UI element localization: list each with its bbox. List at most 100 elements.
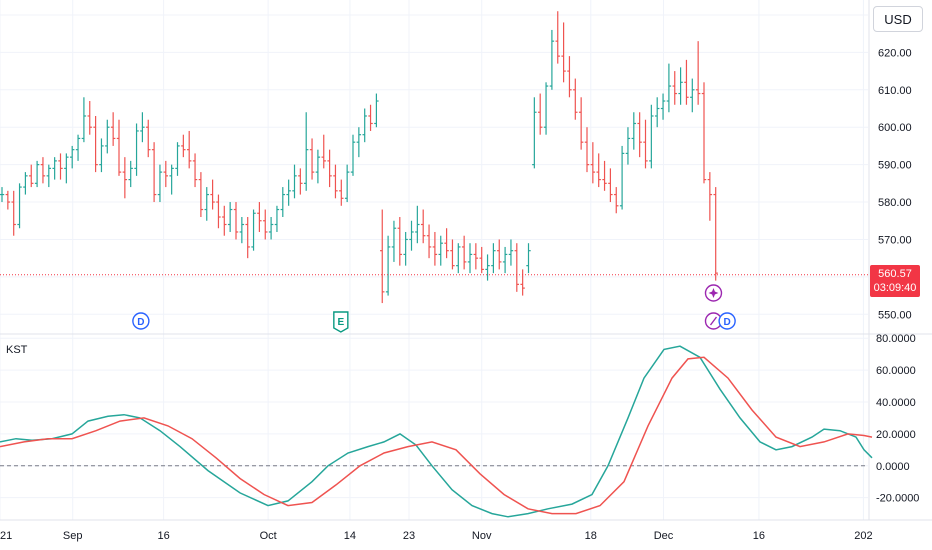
ohlc-bar xyxy=(573,78,578,120)
ohlc-bar xyxy=(263,209,268,240)
ohlc-bar xyxy=(678,67,683,105)
ohlc-bar xyxy=(309,138,315,180)
ohlc-bar xyxy=(333,164,338,199)
ohlc-bar xyxy=(426,224,432,259)
ohlc-bar xyxy=(526,243,531,274)
ohlc-bar xyxy=(81,97,87,143)
kst-tick-label: 0.0000 xyxy=(876,461,910,473)
ohlc-bar xyxy=(274,205,280,232)
news-marker xyxy=(704,284,723,302)
ohlc-bar xyxy=(140,112,145,143)
price-tick-label: 600.00 xyxy=(878,122,912,134)
ohlc-bar xyxy=(175,142,180,176)
ohlc-bar xyxy=(643,119,648,169)
earnings-marker-shape xyxy=(333,311,349,333)
ohlc-bar xyxy=(502,246,508,274)
ohlc-bar xyxy=(473,243,479,270)
price-tick-label: 620.00 xyxy=(878,47,912,59)
ohlc-bar xyxy=(549,29,555,90)
ohlc-bar xyxy=(187,130,192,169)
dividend-marker-circle xyxy=(718,312,736,330)
ohlc-bar xyxy=(538,93,543,135)
ohlc-bar xyxy=(34,160,40,188)
earnings-marker-label: E xyxy=(338,317,345,328)
ohlc-bar xyxy=(280,187,285,218)
ohlc-bar xyxy=(380,209,385,304)
kst-signal-line xyxy=(0,356,873,515)
x-tick-label: 16 xyxy=(157,530,169,542)
ohlc-bar xyxy=(596,153,601,188)
ohlc-bar xyxy=(5,190,11,210)
ohlc-bar xyxy=(666,63,672,113)
ohlc-bar xyxy=(245,217,250,259)
news-icon xyxy=(708,288,719,298)
ohlc-bar xyxy=(555,11,560,64)
currency-selector[interactable]: USD xyxy=(873,6,923,32)
ohlc-bar xyxy=(286,179,291,206)
kst-tick-label: 80.0000 xyxy=(876,333,916,345)
kst-indicator-label[interactable]: KST xyxy=(6,344,28,356)
kst-tick-label: 60.0000 xyxy=(876,365,916,377)
ohlc-bar xyxy=(631,112,636,150)
dividend-marker: D xyxy=(718,312,736,330)
ohlc-bar xyxy=(374,93,379,128)
ohlc-bar xyxy=(52,157,57,180)
ohlc-bar xyxy=(479,246,484,274)
earnings-marker: E xyxy=(333,311,349,333)
ohlc-bar xyxy=(11,190,16,236)
ohlc-bar xyxy=(75,134,81,161)
ohlc-bar xyxy=(491,243,496,274)
price-tick-label: 580.00 xyxy=(878,197,912,209)
ohlc-bar xyxy=(421,209,426,244)
ohlc-bar xyxy=(40,157,46,184)
ohlc-bar xyxy=(637,112,642,158)
ohlc-bar xyxy=(87,101,92,135)
ohlc-bar xyxy=(543,82,549,135)
ohlc-bar xyxy=(339,179,344,206)
ohlc-bar xyxy=(227,202,233,232)
ohlc-bar xyxy=(344,164,350,203)
ohlc-bar xyxy=(93,115,98,173)
ohlc-bar xyxy=(134,123,139,176)
ohlc-bar xyxy=(321,134,326,169)
ohlc-bar xyxy=(17,183,22,229)
ohlc-bar xyxy=(0,187,5,203)
price-tick-label: 590.00 xyxy=(878,160,912,172)
split-marker xyxy=(704,312,723,330)
ohlc-bar xyxy=(578,97,584,150)
ohlc-bar xyxy=(70,145,75,169)
ohlc-bar xyxy=(602,160,607,191)
ohlc-bar xyxy=(233,202,239,240)
ohlc-bar xyxy=(590,142,596,184)
ohlc-bar xyxy=(292,164,297,199)
price-tick-label: 550.00 xyxy=(878,309,912,321)
ohlc-bar xyxy=(619,145,625,210)
kst-line xyxy=(0,345,873,518)
ohlc-bar xyxy=(432,231,438,266)
ohlc-bar xyxy=(128,160,133,188)
ohlc-bar xyxy=(625,127,631,165)
ohlc-bar xyxy=(116,119,122,176)
ohlc-bar xyxy=(403,231,408,266)
ohlc-bar xyxy=(707,172,713,221)
ohlc-bar xyxy=(23,172,28,195)
ohlc-bar xyxy=(655,97,660,128)
x-tick-label: 16 xyxy=(753,530,765,542)
ohlc-bar xyxy=(385,235,391,296)
ohlc-bar xyxy=(356,127,362,158)
x-tick-label: Sep xyxy=(63,530,83,542)
x-tick-label: 23 xyxy=(403,530,415,542)
ohlc-bar xyxy=(561,22,566,83)
dividend-marker-label: D xyxy=(137,317,144,328)
x-tick-label: 18 xyxy=(585,530,597,542)
ohlc-bar xyxy=(485,254,490,281)
ohlc-bar xyxy=(368,104,373,131)
ohlc-series xyxy=(0,11,718,304)
price-tick-label: 610.00 xyxy=(878,85,912,97)
ohlc-bar xyxy=(105,119,110,154)
ohlc-bar xyxy=(327,149,332,188)
ohlc-bar xyxy=(204,187,209,221)
ohlc-bar xyxy=(701,82,707,184)
ohlc-bar xyxy=(315,149,321,184)
